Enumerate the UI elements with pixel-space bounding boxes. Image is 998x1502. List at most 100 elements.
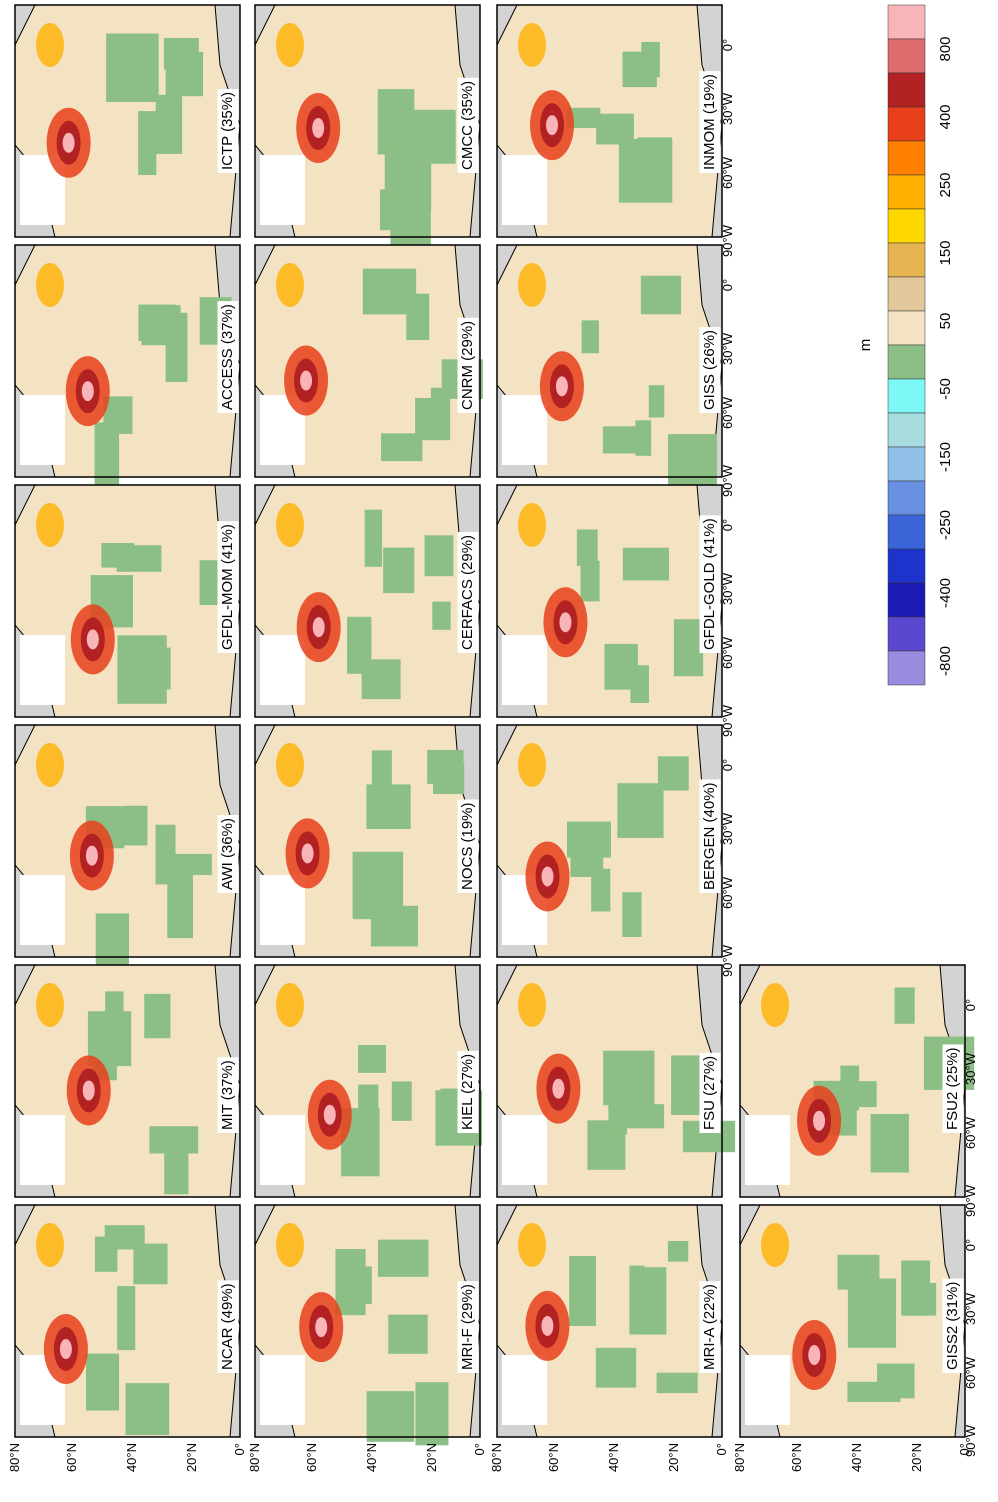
panel-frame (254, 484, 481, 718)
panel-frame (254, 244, 481, 478)
arctic-anomaly (761, 983, 789, 1027)
lat-tick-label: 40°N (606, 1443, 621, 1472)
negative-region (364, 509, 383, 567)
lon-tick-label: 60°W (720, 636, 735, 669)
negative-region (640, 275, 682, 315)
hotspot-center (81, 381, 94, 402)
colorbar-swatch (887, 72, 926, 108)
colorbar-swatch (887, 140, 926, 176)
panel-frame (254, 4, 481, 238)
arctic-anomaly (518, 263, 546, 307)
panel-frame (496, 724, 723, 958)
panel-label: NCAR (49%) (219, 1283, 236, 1370)
negative-region (641, 41, 660, 78)
negative-region (366, 1391, 415, 1442)
arctic-anomaly (518, 23, 546, 67)
lon-tick-label: 90°W (720, 224, 735, 257)
panel-frame (496, 964, 723, 1198)
ice-mask (260, 1115, 305, 1185)
label-background (217, 815, 239, 893)
colorbar-swatch (887, 208, 926, 244)
arctic-anomaly (276, 1223, 304, 1267)
negative-region (629, 1265, 645, 1335)
negative-region (622, 892, 642, 937)
arctic-anomaly (276, 743, 304, 787)
lat-tick-label: 40°N (364, 1443, 379, 1472)
lon-tick-label: 90°W (720, 704, 735, 737)
lon-tick-label: 30°W (720, 812, 735, 845)
panel-label: CERFACS (29%) (459, 535, 476, 650)
panel-label: MRI-F (29%) (459, 1284, 476, 1370)
ice-mask (20, 1115, 65, 1185)
hotspot-center (315, 1317, 328, 1338)
panel-frame (254, 1204, 481, 1438)
ice-mask (502, 1115, 547, 1185)
colorbar-swatch (887, 480, 926, 516)
negative-region (377, 1239, 429, 1277)
negative-region (591, 868, 611, 912)
panel-label: GFDL-GOLD (41%) (701, 518, 718, 650)
negative-region (641, 1267, 667, 1335)
panel-frame (496, 484, 723, 718)
hotspot-center (300, 370, 313, 391)
map-panel: CNRM (29%) (254, 244, 483, 478)
arctic-anomaly (518, 743, 546, 787)
hotspot-center (559, 612, 572, 633)
arctic-anomaly (36, 743, 64, 787)
label-background (457, 799, 479, 893)
colorbar-swatch (887, 548, 926, 584)
hotspot-center (323, 1104, 336, 1125)
colorbar-swatch (887, 412, 926, 448)
negative-region (657, 756, 689, 791)
lat-tick-label: 60°N (64, 1443, 79, 1472)
label-background (699, 779, 721, 893)
lat-tick-label: 60°N (304, 1443, 319, 1472)
colorbar-swatch (887, 446, 926, 482)
ice-mask (502, 155, 547, 225)
label-background (942, 1278, 964, 1373)
label-background (217, 88, 239, 173)
arctic-anomaly (36, 983, 64, 1027)
lon-tick-label: 0° (963, 1239, 978, 1251)
map-panel: CERFACS (29%) (254, 484, 481, 718)
colorbar-swatch (887, 4, 926, 40)
negative-region (870, 1113, 909, 1173)
panel-frame (254, 724, 481, 958)
negative-region (117, 1286, 136, 1351)
label-background (217, 1280, 239, 1373)
negative-region (123, 805, 148, 846)
arctic-anomaly (518, 1223, 546, 1267)
negative-region (667, 434, 717, 492)
colorbar-swatch (887, 582, 926, 618)
panel-label: MIT (37%) (219, 1060, 236, 1130)
lon-tick-label: 90°W (720, 464, 735, 497)
label-background (457, 1050, 479, 1133)
negative-region (901, 1260, 931, 1316)
panel-frame (14, 1204, 241, 1438)
panel-label: GISS2 (31%) (944, 1282, 961, 1370)
arctic-anomaly (276, 263, 304, 307)
map-panel: FSU2 (25%) (739, 964, 975, 1198)
lat-tick-label: 20°N (424, 1443, 439, 1472)
negative-region (673, 619, 704, 677)
negative-region (144, 993, 171, 1039)
map-panel: BERGEN (40%) (496, 724, 723, 958)
panel-label: NOCS (19%) (459, 802, 476, 890)
negative-region (430, 387, 448, 427)
negative-region (618, 138, 673, 203)
map-panel: MIT (37%) (14, 964, 241, 1198)
lat-tick-label: 40°N (849, 1443, 864, 1472)
negative-region (149, 1126, 199, 1154)
label-background (699, 1281, 721, 1373)
map-panel: INMOM (19%) (496, 4, 723, 238)
panel-label: INMOM (19%) (701, 74, 718, 170)
label-background (217, 301, 239, 413)
label-background (457, 77, 479, 173)
map-panel: ICTP (35%) (14, 4, 241, 238)
negative-region (427, 749, 464, 784)
negative-region (622, 547, 670, 581)
negative-region (608, 1092, 628, 1135)
panel-frame (254, 964, 481, 1198)
map-panel: MRI-A (22%) (496, 1204, 723, 1438)
colorbar-label: 50 (937, 313, 954, 330)
